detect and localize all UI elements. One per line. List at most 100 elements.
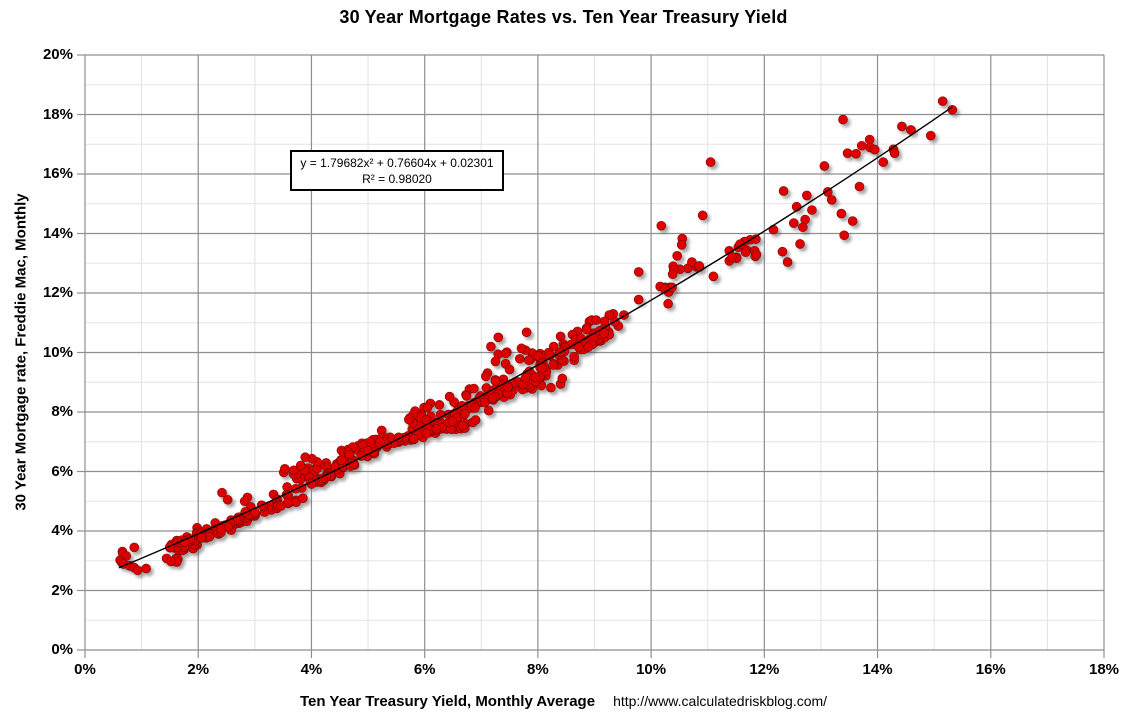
data-point bbox=[295, 460, 306, 471]
data-point bbox=[481, 371, 491, 382]
data-point bbox=[280, 464, 290, 474]
x-tick-label: 16% bbox=[975, 661, 1006, 678]
data-point bbox=[132, 565, 143, 576]
data-point bbox=[599, 328, 609, 338]
data-point bbox=[847, 216, 858, 226]
data-point bbox=[516, 343, 527, 354]
data-point bbox=[807, 205, 817, 215]
data-point bbox=[583, 342, 594, 352]
data-point bbox=[487, 393, 498, 404]
x-tick-label: 10% bbox=[636, 661, 667, 678]
data-point bbox=[633, 267, 644, 277]
data-point bbox=[826, 195, 837, 205]
data-point bbox=[819, 161, 830, 171]
data-point bbox=[548, 360, 558, 370]
data-point bbox=[694, 261, 705, 271]
data-point bbox=[457, 420, 468, 431]
data-point bbox=[490, 356, 501, 367]
x-tick-label: 4% bbox=[300, 661, 323, 678]
data-point bbox=[591, 315, 601, 325]
data-point bbox=[521, 327, 532, 338]
data-point bbox=[663, 298, 673, 309]
data-point bbox=[469, 383, 479, 394]
data-point bbox=[483, 405, 494, 416]
data-point bbox=[421, 428, 432, 438]
data-point bbox=[856, 140, 867, 151]
data-point bbox=[599, 316, 610, 327]
data-point bbox=[581, 324, 592, 335]
data-point bbox=[486, 341, 496, 352]
data-point bbox=[864, 134, 875, 145]
trendline-equation-box: y = 1.79682x² + 0.76604x + 0.02301 R² = … bbox=[290, 150, 504, 191]
data-point bbox=[788, 218, 799, 228]
data-point bbox=[795, 239, 805, 249]
y-tick-label: 18% bbox=[42, 105, 73, 123]
data-point bbox=[687, 257, 697, 267]
data-point bbox=[444, 391, 455, 402]
data-point bbox=[672, 251, 682, 261]
trendline bbox=[118, 106, 953, 569]
data-point bbox=[493, 332, 504, 343]
data-point bbox=[520, 372, 531, 383]
data-point bbox=[129, 542, 140, 553]
data-point bbox=[276, 501, 286, 511]
y-tick-label: 2% bbox=[51, 581, 73, 599]
data-point bbox=[897, 121, 907, 132]
data-point bbox=[782, 257, 793, 267]
x-tick-label: 18% bbox=[1088, 661, 1120, 678]
x-axis-tick-labels: 0% 2% 4% 6% 8% 10% 12% 14% 16% 18% bbox=[74, 660, 1119, 680]
data-point bbox=[196, 533, 207, 543]
data-point bbox=[409, 433, 419, 444]
data-point bbox=[490, 376, 501, 386]
x-axis-title: Ten Year Treasury Yield, Monthly Average bbox=[299, 693, 596, 710]
data-point bbox=[740, 247, 751, 258]
data-point bbox=[239, 496, 250, 507]
data-point bbox=[530, 372, 541, 382]
data-point bbox=[889, 148, 900, 158]
data-point bbox=[546, 382, 556, 393]
data-point bbox=[838, 114, 848, 125]
data-point bbox=[336, 455, 347, 465]
data-point bbox=[557, 373, 568, 384]
data-point bbox=[461, 391, 472, 401]
data-point bbox=[676, 240, 687, 250]
data-point bbox=[222, 494, 233, 505]
data-point bbox=[854, 181, 865, 192]
data-point bbox=[422, 402, 433, 413]
data-point bbox=[344, 449, 355, 460]
y-tick-label: 6% bbox=[51, 462, 73, 480]
data-point bbox=[925, 130, 936, 141]
data-point bbox=[300, 452, 311, 463]
r-squared-value: R² = 0.98020 bbox=[362, 172, 432, 186]
data-point bbox=[851, 148, 861, 159]
plot-area bbox=[77, 54, 1105, 658]
x-tick-label: 14% bbox=[862, 661, 893, 678]
chart-title: 30 Year Mortgage Rates vs. Ten Year Trea… bbox=[339, 7, 788, 27]
data-point bbox=[504, 364, 515, 375]
data-point bbox=[708, 271, 719, 282]
x-tick-label: 8% bbox=[527, 661, 549, 678]
source-url: http://www.calculatedriskblog.com/ bbox=[613, 693, 828, 709]
data-point bbox=[500, 348, 511, 359]
point-shadow-layer bbox=[117, 99, 960, 579]
data-point bbox=[514, 353, 525, 364]
data-point bbox=[727, 252, 737, 263]
y-axis-tick-labels: 0% 2% 4% 6% 8% 10% 12% 14% 16% 18% 20% bbox=[0, 46, 73, 658]
data-point bbox=[431, 424, 442, 434]
y-tick-label: 12% bbox=[42, 284, 73, 301]
data-point bbox=[470, 403, 480, 413]
data-point bbox=[434, 400, 445, 410]
data-point bbox=[166, 556, 176, 567]
data-point bbox=[842, 148, 853, 158]
data-point bbox=[800, 214, 810, 225]
x-axis-title-row: Ten Year Treasury Yield, Monthly Average… bbox=[0, 693, 1127, 711]
x-tick-label: 12% bbox=[749, 661, 780, 678]
data-point bbox=[878, 157, 889, 167]
x-tick-label: 0% bbox=[74, 661, 96, 678]
data-point bbox=[447, 416, 458, 427]
y-tick-label: 20% bbox=[42, 46, 73, 63]
data-point bbox=[537, 363, 547, 374]
data-point bbox=[404, 414, 414, 425]
data-point bbox=[633, 294, 644, 305]
